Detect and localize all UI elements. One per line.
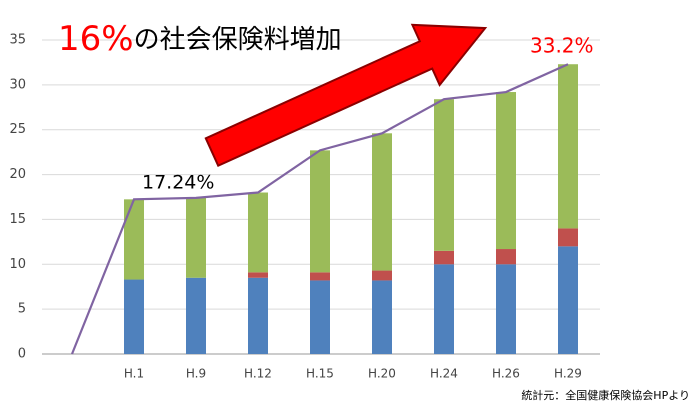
y-tick-label: 10 [9,257,26,272]
trend-arrow [204,23,488,167]
bar-segment [558,64,578,229]
bar-segment [558,228,578,247]
x-tick-label: H.20 [368,367,396,381]
annotation: 33.2% [530,34,594,58]
title-text: の社会保険料増加 [134,25,342,55]
bar-segment [248,192,268,273]
y-tick-label: 35 [9,33,26,48]
y-tick-label: 20 [9,167,26,182]
y-tick-label: 15 [9,212,26,227]
y-tick-label: 25 [9,122,26,137]
bar-segment [248,272,268,278]
x-tick-label: H.12 [244,367,272,381]
annotation: 17.24% [142,172,214,194]
bar-segment [310,150,330,273]
title-highlight: 16% [58,19,134,59]
bar-segment [372,270,392,281]
chart-title: 16%の社会保険料増加 [58,19,342,59]
y-tick-label: 0 [18,347,26,362]
bar-segment [558,246,578,354]
bar-segment [372,280,392,354]
bar-segment [124,199,144,280]
bar-segment [124,279,144,354]
bar-segment [496,92,516,250]
bar-segment [248,277,268,354]
source-note: 統計元：全国健康保険協会HPより [521,388,690,402]
bar-segment [372,133,392,271]
bar-segment [310,272,330,281]
line-series [70,63,569,355]
bar-segment [186,277,206,354]
x-tick-label: H.26 [492,367,520,381]
y-tick-label: 30 [9,77,26,92]
bar-segment [310,280,330,354]
x-tick-label: H.15 [306,367,334,381]
x-tick-label: H.29 [554,367,582,381]
x-tick-label: H.1 [124,367,144,381]
bar-segment [434,264,454,354]
bar-segment [434,250,454,265]
bar-segment [496,249,516,265]
x-tick-label: H.24 [430,367,458,381]
y-tick-label: 5 [18,302,26,317]
x-tick-label: H.9 [186,367,206,381]
bar-segment [496,264,516,354]
bar-segment [186,197,206,278]
bar-segment [434,99,454,251]
